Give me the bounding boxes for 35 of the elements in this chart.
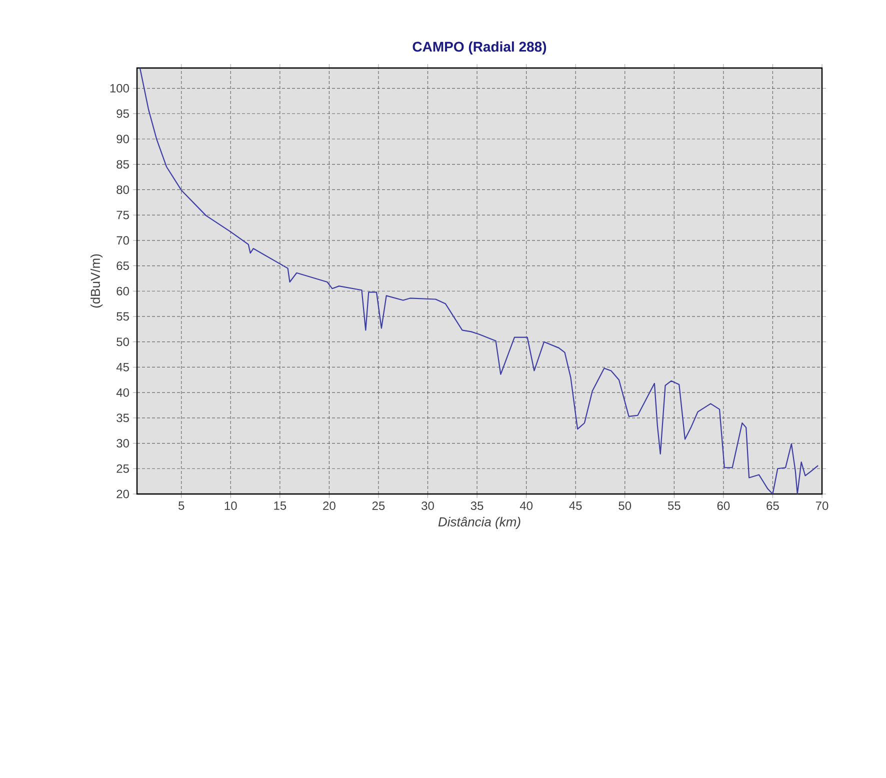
y-tick-label: 70 xyxy=(116,236,130,245)
y-tick-label: 75 xyxy=(116,210,129,220)
x-tick-label: 70 xyxy=(816,502,828,510)
y-tick-label: 100 xyxy=(110,84,130,93)
y-tick-label: 30 xyxy=(116,439,130,448)
y-tick-label: 45 xyxy=(116,363,129,372)
x-tick-label: 35 xyxy=(470,502,484,510)
x-tick-label: 60 xyxy=(717,502,730,510)
x-tick-label: 65 xyxy=(766,502,779,510)
y-tick-label: 90 xyxy=(116,134,130,144)
y-tick-label: 95 xyxy=(116,109,129,118)
x-tick-label: 30 xyxy=(422,502,434,510)
y-tick-label: 40 xyxy=(116,388,130,397)
y-tick-label: 25 xyxy=(116,464,129,473)
x-tick-label: 5 xyxy=(178,502,184,510)
x-axis-title: Distância (km) xyxy=(438,516,520,530)
y-tick-label: 50 xyxy=(116,338,130,346)
y-tick-label: 65 xyxy=(116,262,129,270)
chart-title: CAMPO (Radial 288) xyxy=(412,41,546,54)
x-tick-label: 25 xyxy=(372,502,385,510)
y-tick-label: 60 xyxy=(116,286,130,296)
y-tick-label: 20 xyxy=(116,490,130,498)
y-tick-label: 80 xyxy=(116,185,130,194)
x-tick-label: 50 xyxy=(618,502,632,510)
y-axis-title: (dBuV/m) xyxy=(90,254,103,308)
y-tick-label: 85 xyxy=(116,160,129,169)
x-tick-label: 20 xyxy=(323,502,336,510)
x-tick-label: 55 xyxy=(668,502,680,510)
line-series xyxy=(139,68,819,494)
x-tick-label: 40 xyxy=(520,502,533,510)
x-tick-label: 45 xyxy=(569,502,582,510)
y-tick-label: 55 xyxy=(116,312,129,321)
y-tick-label: 35 xyxy=(116,414,129,422)
x-tick-label: 10 xyxy=(224,502,237,510)
x-tick-label: 15 xyxy=(274,502,286,510)
